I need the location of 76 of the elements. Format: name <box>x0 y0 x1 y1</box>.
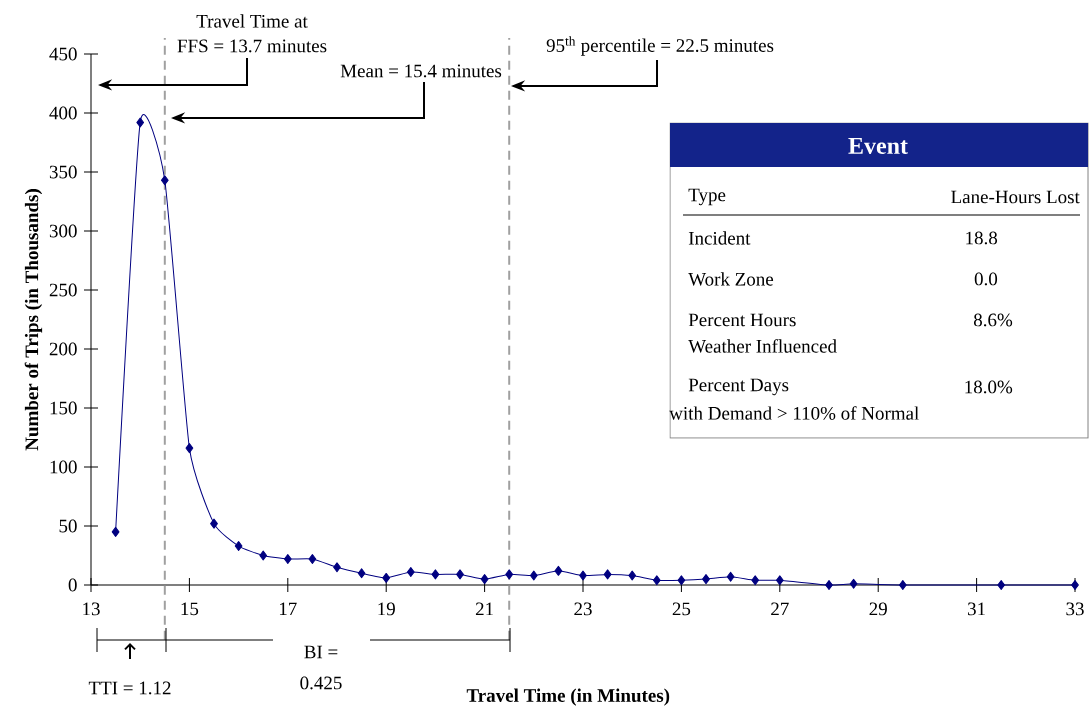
point <box>702 574 710 585</box>
y-tick-label: 300 <box>49 224 77 238</box>
point <box>357 568 366 579</box>
x-tick-label: 19 <box>378 602 395 616</box>
y-tick-label: 350 <box>49 165 77 179</box>
x-axis-title: Travel Time (in Minutes) <box>466 688 670 706</box>
x-tick-label: 23 <box>574 602 592 616</box>
text: BI = <box>304 645 338 659</box>
point <box>751 575 760 586</box>
point <box>898 580 907 590</box>
point <box>406 567 415 578</box>
annotation: Weather Influenced <box>688 339 837 353</box>
y-tick-label: 100 <box>50 460 77 474</box>
point <box>677 575 686 586</box>
y-tick-label: 0 <box>68 578 77 592</box>
point <box>234 541 243 552</box>
point <box>603 569 612 580</box>
annotation: Event <box>848 138 908 154</box>
point <box>579 570 587 581</box>
y-tick-label: 150 <box>50 401 77 415</box>
point <box>554 565 563 576</box>
point <box>111 526 120 537</box>
point <box>308 554 317 565</box>
y-tick-label: 250 <box>49 283 77 297</box>
annotation: Percent Hours <box>688 313 796 327</box>
point <box>283 554 292 565</box>
y-tick-label: 400 <box>49 106 77 120</box>
text: Travel Time at <box>196 14 308 28</box>
point <box>456 569 464 580</box>
x-tick-label: 21 <box>475 602 493 616</box>
annotation: 0.0 <box>974 272 998 286</box>
point <box>849 578 858 589</box>
text: 0.425 <box>300 676 342 690</box>
point <box>136 117 145 128</box>
point <box>505 569 514 580</box>
y-axis-title: Number of Trips (in Thousands) <box>24 189 43 451</box>
x-tick-label: 27 <box>771 602 789 616</box>
y-tick-label: 50 <box>59 519 77 533</box>
annotation: 8.6% <box>973 313 1013 327</box>
text: TTI = 1.12 <box>88 681 171 695</box>
annotation: Lane-Hours Lost <box>951 190 1080 204</box>
annotation: 95$^{th}$ percentile = 22.5 minutes <box>546 36 774 56</box>
y-tick-label: 200 <box>49 342 77 356</box>
point <box>529 570 538 581</box>
point <box>480 574 489 585</box>
point <box>333 562 341 573</box>
point <box>775 575 784 586</box>
annotation: Work Zone <box>688 272 774 286</box>
point <box>652 575 661 586</box>
point <box>1071 580 1079 590</box>
point <box>997 580 1006 590</box>
annotation: with Demand > 110% of Normal <box>669 406 919 420</box>
x-tick-label: 33 <box>1066 602 1084 616</box>
point <box>431 569 440 580</box>
point <box>382 572 391 583</box>
x-tick-label: 13 <box>83 602 100 616</box>
point <box>210 518 218 529</box>
x-tick-label: 15 <box>181 602 199 616</box>
x-tick-label: 31 <box>968 602 985 616</box>
annotation: Incident <box>688 231 751 245</box>
point <box>726 571 735 582</box>
annotation: Percent Days <box>688 378 789 396</box>
annotation: Mean = 15.4 minutes <box>340 64 502 78</box>
point <box>160 175 169 186</box>
annotation: 18.0% <box>965 380 1013 394</box>
y-tick-label: 450 <box>49 47 77 61</box>
x-tick-label: 25 <box>672 602 691 616</box>
point <box>259 550 268 561</box>
text: FFS = 13.7 minutes <box>177 39 327 53</box>
annotation: Type <box>688 188 726 206</box>
x-tick-label: 17 <box>279 602 297 616</box>
point <box>825 580 833 590</box>
point <box>185 443 194 454</box>
point <box>628 570 637 581</box>
annotation: 18.8 <box>966 231 998 245</box>
x-tick-label: 29 <box>869 602 887 616</box>
